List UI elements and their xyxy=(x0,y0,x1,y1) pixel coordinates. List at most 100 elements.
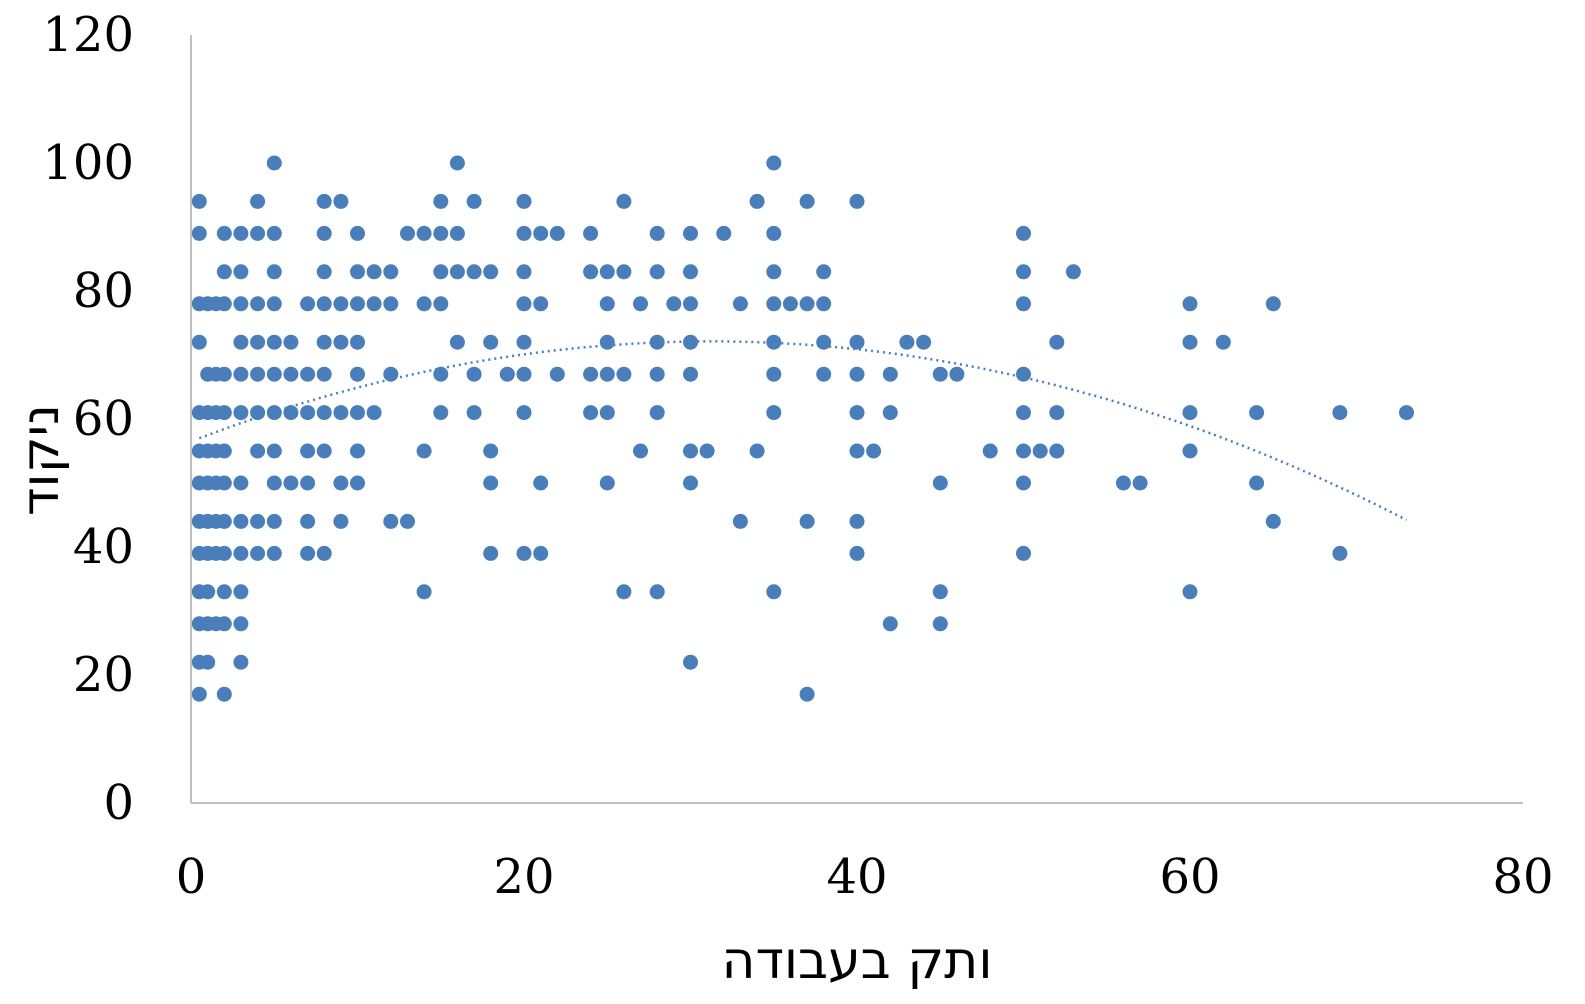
data-point xyxy=(416,296,432,312)
data-point xyxy=(616,366,632,382)
data-point xyxy=(849,443,865,459)
data-point xyxy=(533,296,549,312)
data-point xyxy=(799,686,815,702)
data-point xyxy=(250,405,266,421)
data-point xyxy=(766,366,782,382)
data-point xyxy=(333,405,349,421)
y-tick-labels: 0 20 40 60 80 100 120 xyxy=(42,7,134,831)
data-point xyxy=(300,405,316,421)
data-point xyxy=(449,264,465,280)
y-tick-label: 120 xyxy=(42,7,134,63)
x-axis-title: ותק בעבודה xyxy=(722,931,993,991)
data-point xyxy=(233,366,249,382)
data-point xyxy=(683,264,698,280)
data-point xyxy=(383,296,399,312)
data-point xyxy=(416,443,432,459)
data-point xyxy=(250,443,266,459)
data-point xyxy=(1016,366,1031,382)
data-point xyxy=(849,334,865,350)
data-point xyxy=(1249,475,1265,491)
data-point xyxy=(350,296,365,312)
data-point xyxy=(816,366,832,382)
data-point xyxy=(400,225,415,241)
data-point xyxy=(416,584,432,600)
data-point xyxy=(849,193,865,209)
data-point xyxy=(649,366,665,382)
data-point xyxy=(533,225,549,241)
data-point xyxy=(533,545,549,561)
data-point xyxy=(350,334,365,350)
data-point xyxy=(300,513,316,529)
data-point xyxy=(333,334,349,350)
data-point xyxy=(266,334,282,350)
y-tick-label: 80 xyxy=(73,263,134,319)
y-tick-label: 100 xyxy=(42,135,134,191)
data-point xyxy=(816,296,832,312)
data-point xyxy=(499,366,515,382)
data-point xyxy=(383,366,399,382)
data-point xyxy=(449,225,465,241)
data-point xyxy=(250,545,266,561)
data-point xyxy=(683,334,698,350)
data-point xyxy=(233,405,249,421)
data-point xyxy=(233,296,249,312)
data-point xyxy=(1049,405,1065,421)
y-tick-label: 0 xyxy=(103,775,134,831)
data-point xyxy=(583,405,599,421)
data-point xyxy=(316,366,332,382)
data-point xyxy=(1215,334,1231,350)
data-point xyxy=(716,225,732,241)
data-point xyxy=(666,296,682,312)
data-point xyxy=(200,654,216,670)
data-point xyxy=(300,366,316,382)
data-point xyxy=(191,334,207,350)
data-point xyxy=(449,334,465,350)
data-point xyxy=(266,545,282,561)
data-point xyxy=(1249,405,1265,421)
data-point xyxy=(799,296,815,312)
data-point xyxy=(233,616,249,632)
data-point xyxy=(483,545,499,561)
data-point xyxy=(683,654,698,670)
data-point xyxy=(383,264,399,280)
data-point xyxy=(1016,443,1031,459)
data-point xyxy=(1265,513,1281,529)
data-point xyxy=(516,334,532,350)
data-point xyxy=(350,443,365,459)
data-point xyxy=(916,334,932,350)
data-point xyxy=(316,296,332,312)
data-point xyxy=(433,405,449,421)
data-point xyxy=(1132,475,1148,491)
data-point xyxy=(1065,264,1081,280)
data-point xyxy=(483,264,499,280)
data-point xyxy=(316,443,332,459)
x-tick-labels: 0 20 40 60 80 xyxy=(176,849,1554,905)
data-point xyxy=(316,225,332,241)
data-point xyxy=(516,366,532,382)
data-point xyxy=(683,225,698,241)
data-point xyxy=(333,296,349,312)
data-point xyxy=(1016,264,1031,280)
data-point xyxy=(849,513,865,529)
data-point xyxy=(549,225,565,241)
data-point xyxy=(216,513,232,529)
data-point xyxy=(766,334,782,350)
data-point xyxy=(216,475,232,491)
data-point xyxy=(599,334,615,350)
data-point xyxy=(1182,296,1198,312)
data-point xyxy=(1182,584,1198,600)
data-point xyxy=(333,193,349,209)
data-point xyxy=(250,513,266,529)
data-point xyxy=(799,193,815,209)
data-point xyxy=(516,225,532,241)
data-point xyxy=(316,264,332,280)
data-point xyxy=(466,366,482,382)
data-point xyxy=(466,264,482,280)
data-point xyxy=(350,405,365,421)
data-point xyxy=(882,405,898,421)
data-point xyxy=(599,475,615,491)
data-point xyxy=(849,405,865,421)
data-point xyxy=(516,405,532,421)
data-point xyxy=(283,405,299,421)
